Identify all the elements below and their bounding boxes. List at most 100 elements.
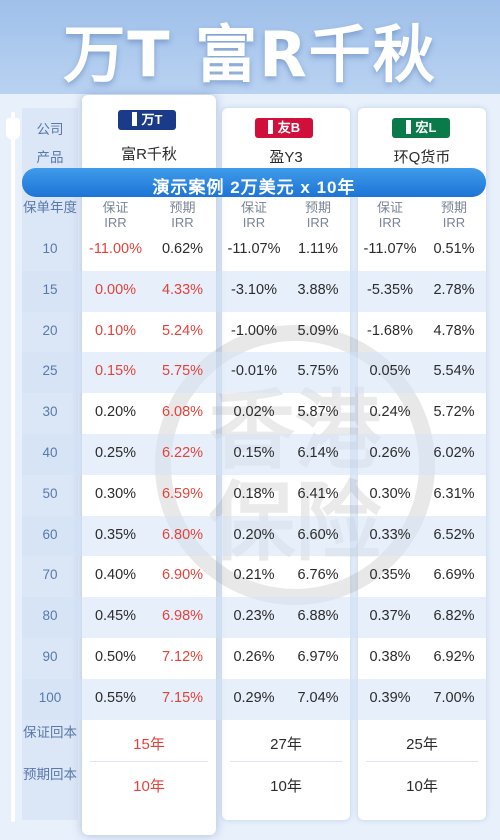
irr-cell: -1.68%: [367, 322, 413, 339]
irr-cell: -1.00%: [231, 322, 277, 339]
irr-cell: 0.62%: [161, 241, 204, 257]
irr-cell: 3.88%: [297, 281, 339, 298]
irr-cell: 4.33%: [161, 281, 204, 298]
guaranteed-breakeven-value: 25年: [406, 735, 438, 753]
breakeven-divider: [230, 760, 342, 762]
irr-cell: 6.22%: [161, 445, 204, 461]
column-header-guaranteed: 保证 IRR: [358, 200, 422, 230]
expected-breakeven-value: 10年: [270, 777, 302, 795]
irr-cell: 0.00%: [94, 281, 137, 298]
irr-cell: 6.59%: [161, 485, 204, 502]
column-header-irr: IRR: [104, 215, 127, 230]
irr-cell: 6.80%: [161, 526, 204, 543]
irr-cell: 0.10%: [94, 322, 137, 339]
irr-cell: 7.04%: [297, 689, 339, 706]
policy-year-cell: 15: [42, 281, 58, 297]
policy-year-cell: 90: [42, 649, 58, 664]
column-header-kind: 保证: [376, 200, 403, 215]
policy-year-cell: 60: [42, 526, 58, 542]
irr-cell: 0.15%: [233, 445, 275, 461]
irr-cell: 6.97%: [297, 649, 339, 665]
column-header-guaranteed: 保证 IRR: [222, 200, 286, 230]
irr-cell: 0.21%: [233, 567, 275, 584]
row-stripe: [22, 597, 486, 638]
row-stripe: [22, 352, 486, 394]
column-header-kind: 预期: [440, 200, 467, 215]
irr-cell: 1.11%: [297, 241, 339, 257]
column-header-expected: 预期 IRR: [286, 200, 350, 230]
irr-cell: -3.10%: [231, 281, 277, 298]
irr-cell: 0.23%: [233, 608, 275, 625]
breakeven-divider: [90, 760, 208, 762]
policy-year-cell: 80: [42, 608, 58, 624]
irr-cell: -11.00%: [89, 241, 142, 257]
irr-cell: 6.52%: [433, 526, 475, 543]
policy-year-cell: 30: [42, 404, 58, 420]
label-policy-year: 保单年度: [23, 200, 77, 215]
irr-cell: 0.30%: [369, 485, 411, 502]
irr-cell: 6.88%: [297, 608, 339, 625]
irr-cell: 5.24%: [161, 322, 204, 339]
irr-cell: 5.75%: [161, 363, 204, 380]
guaranteed-breakeven-value: 15年: [133, 735, 165, 753]
policy-year-cell: 70: [42, 567, 58, 583]
irr-cell: 6.90%: [161, 567, 204, 584]
product-name-3: 环Q货币: [393, 149, 451, 166]
irr-cell: 4.78%: [433, 322, 475, 339]
company-badge-3: 宏L: [392, 118, 450, 138]
column-header-irr: IRR: [242, 215, 266, 230]
irr-cell: 0.29%: [233, 689, 275, 706]
irr-cell: 0.24%: [369, 404, 411, 421]
irr-cell: 0.55%: [94, 689, 137, 706]
product-name-1: 富R千秋: [121, 146, 177, 163]
column-header-kind: 预期: [169, 200, 196, 215]
case-banner-text: 演示案例 2万美元 x 10年: [152, 178, 356, 197]
irr-cell: 0.35%: [369, 567, 411, 584]
irr-cell: 0.20%: [233, 526, 275, 543]
irr-cell: 0.20%: [94, 404, 137, 421]
policy-year-cell: 25: [42, 363, 58, 379]
column-header-irr: IRR: [306, 215, 330, 230]
irr-cell: 6.69%: [433, 567, 475, 584]
irr-cell: 6.82%: [433, 608, 475, 625]
policy-year-cell: 10: [42, 241, 58, 256]
irr-cell: 0.26%: [233, 649, 275, 665]
irr-cell: 0.50%: [94, 649, 137, 665]
irr-cell: 0.37%: [369, 608, 411, 625]
label-guaranteed-breakeven: 保证回本: [23, 724, 77, 740]
irr-cell: 6.14%: [297, 445, 339, 461]
irr-cell: 6.08%: [161, 404, 204, 421]
irr-cell: 6.98%: [161, 608, 204, 625]
policy-year-cell: 50: [42, 485, 58, 501]
irr-cell: 5.09%: [297, 322, 339, 339]
column-header-guaranteed: 保证 IRR: [82, 200, 149, 230]
expected-breakeven-value: 10年: [406, 777, 438, 795]
policy-year-cell: 20: [42, 322, 58, 338]
product-name-2: 盈Y3: [269, 149, 303, 166]
row-stripe: [22, 434, 486, 475]
irr-cell: -5.35%: [367, 281, 413, 298]
irr-cell: -11.07%: [227, 241, 281, 257]
irr-cell: -0.01%: [231, 363, 277, 380]
irr-cell: 0.45%: [94, 608, 137, 625]
irr-cell: 0.26%: [369, 445, 411, 461]
irr-cell: 0.40%: [94, 567, 137, 584]
irr-cell: 7.15%: [161, 689, 204, 706]
irr-cell: 0.38%: [369, 649, 411, 665]
irr-cell: 7.00%: [433, 689, 475, 706]
row-stripe: [22, 515, 486, 557]
irr-cell: 6.41%: [297, 485, 339, 502]
irr-cell: 0.30%: [94, 485, 137, 502]
column-header-kind: 保证: [240, 200, 267, 215]
irr-cell: 0.05%: [369, 363, 411, 380]
irr-cell: 6.92%: [433, 649, 475, 665]
label-expected-breakeven: 预期回本: [23, 766, 77, 782]
column-header-irr: IRR: [378, 215, 402, 230]
irr-cell: 2.78%: [433, 281, 475, 298]
irr-cell: 0.39%: [369, 689, 411, 706]
company-badge-1: 万T: [118, 110, 176, 130]
irr-cell: 5.72%: [433, 404, 475, 421]
irr-cell: 0.25%: [94, 445, 137, 461]
irr-cell: 0.18%: [233, 485, 275, 502]
irr-cell: 5.75%: [297, 363, 339, 380]
